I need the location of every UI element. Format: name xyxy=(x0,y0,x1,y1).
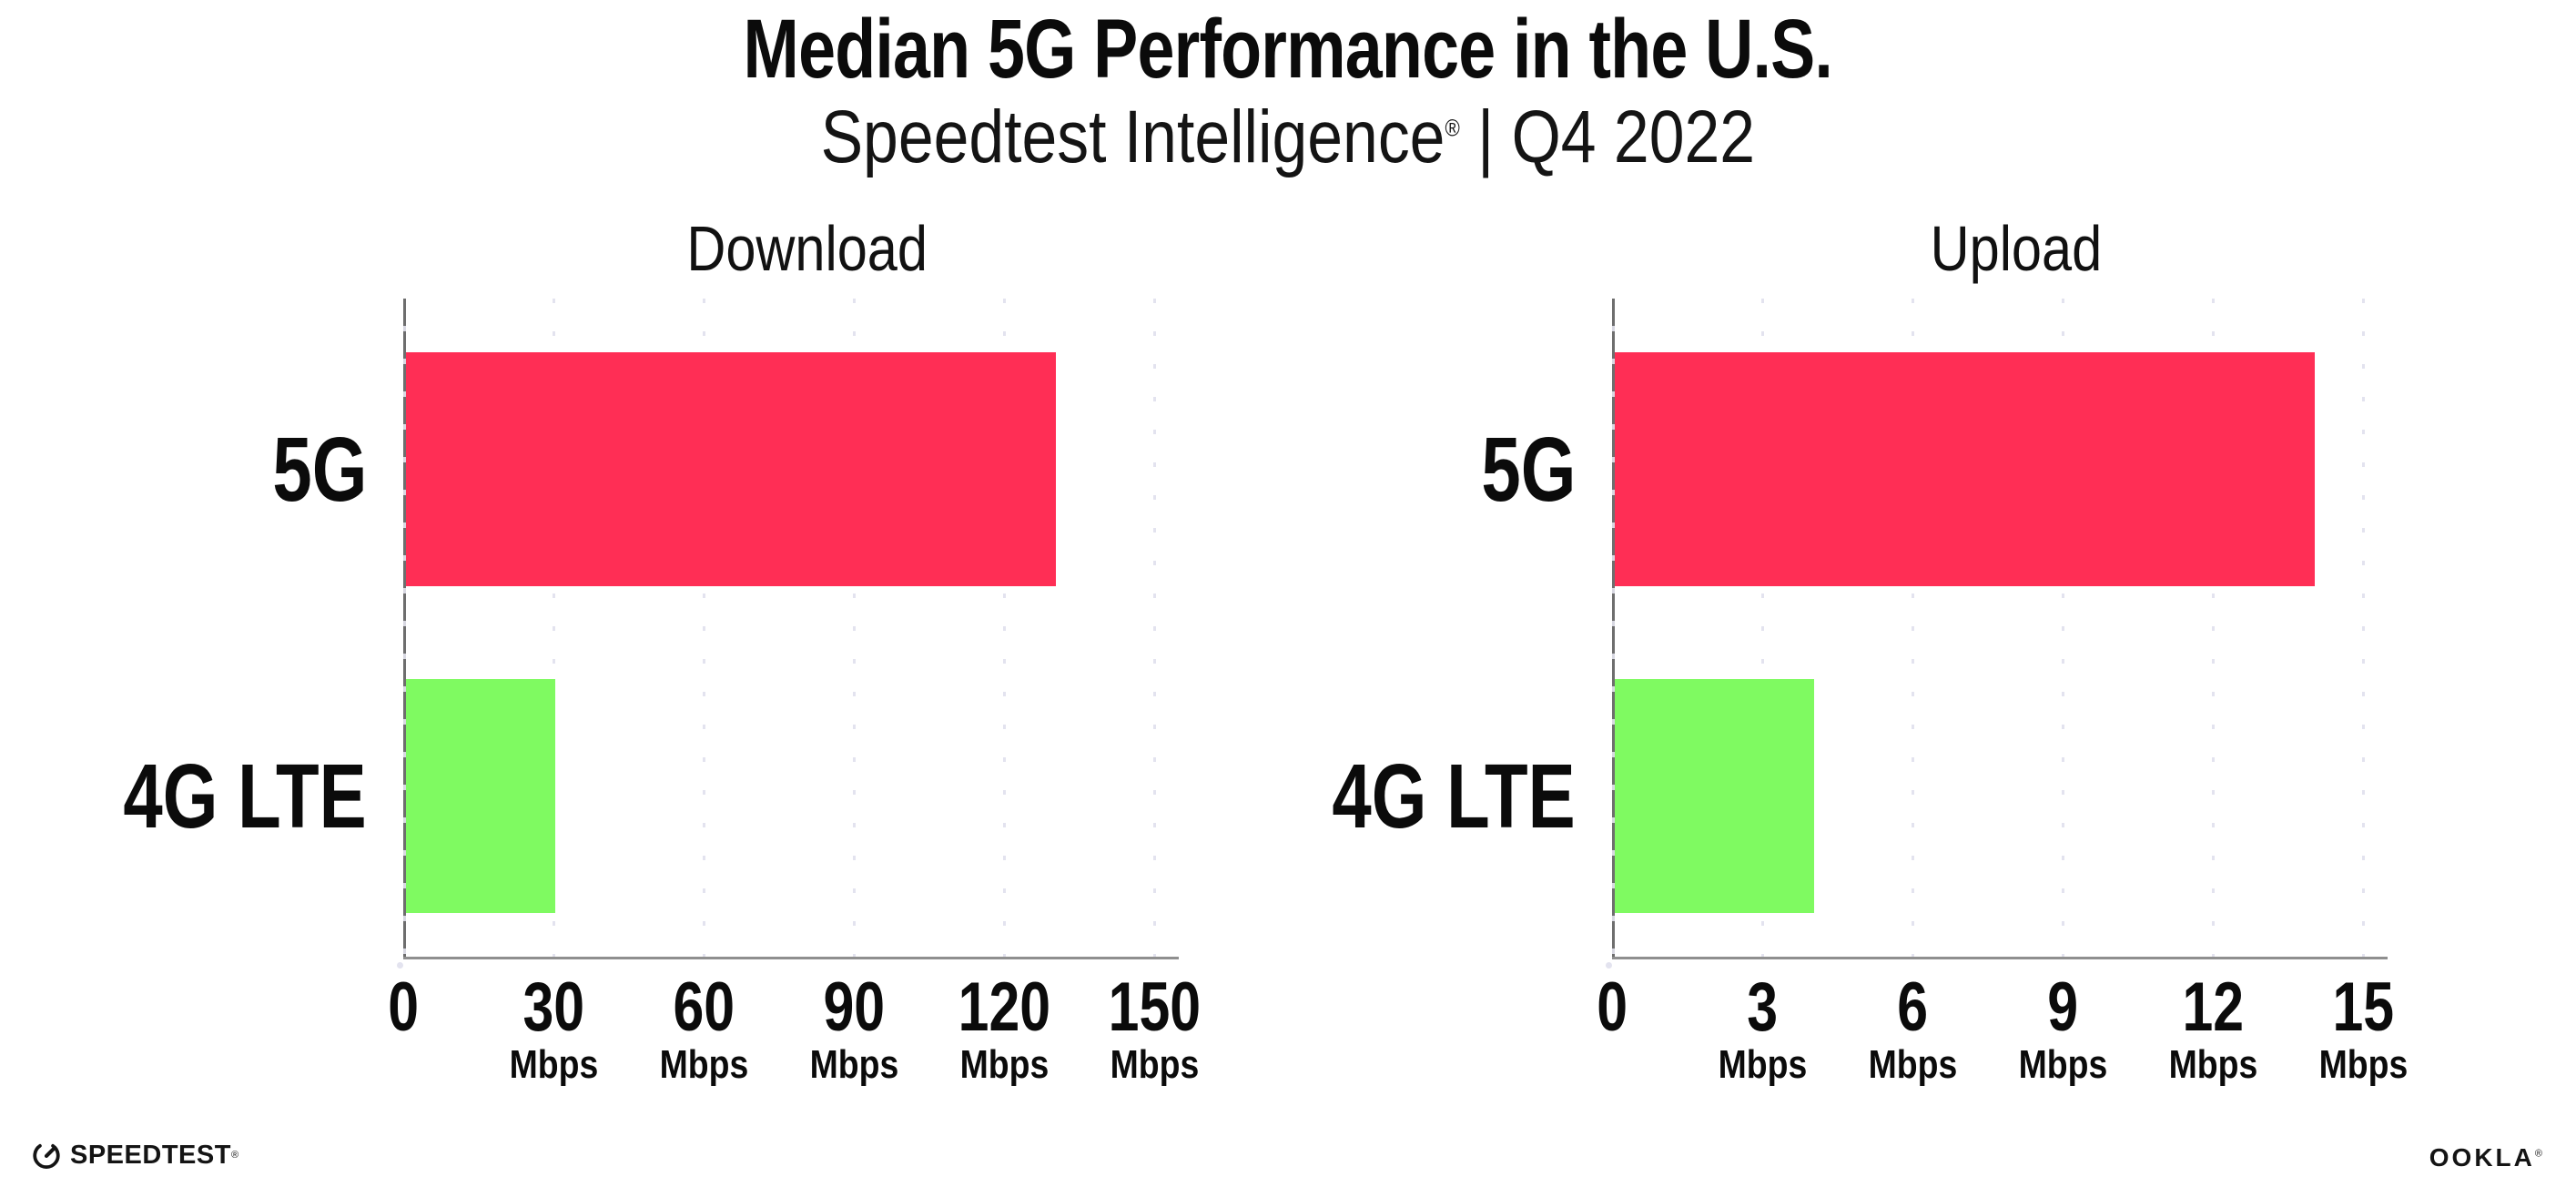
category-label-text: 5G xyxy=(271,418,367,521)
tick-unit-download-30: Mbps xyxy=(444,1045,663,1085)
tick-label-upload-15: 15 xyxy=(2254,973,2472,1042)
category-label-text: 4G LTE xyxy=(1332,745,1576,847)
tick-unit-text: Mbps xyxy=(659,1042,748,1087)
bar-5g-upload xyxy=(1614,352,2315,586)
category-label-4g-lte: 4G LTE xyxy=(1248,737,1576,856)
tick-label-download-120: 120 xyxy=(895,973,1113,1042)
speedtest-logo: SPEEDTEST ® xyxy=(31,1140,238,1171)
ookla-wordmark: OOKLA xyxy=(2429,1143,2535,1172)
tick-label-upload-9: 9 xyxy=(1953,973,2172,1042)
tick-value: 12 xyxy=(2182,969,2244,1046)
tick-unit-text: Mbps xyxy=(1868,1042,1957,1087)
speedtest-wordmark: SPEEDTEST xyxy=(70,1140,231,1170)
gridline-90 xyxy=(853,299,856,968)
y-axis xyxy=(403,299,406,959)
speedtest-gauge-icon xyxy=(33,1143,60,1170)
tick-unit-upload-9: Mbps xyxy=(1953,1045,2172,1085)
tick-value: 60 xyxy=(673,969,735,1046)
gridline-6 xyxy=(1912,299,1914,968)
chart-title-text: Download xyxy=(686,213,928,284)
subtitle-brand: Speedtest Intelligence xyxy=(820,96,1445,178)
tick-label-download-30: 30 xyxy=(444,973,663,1042)
gridline-150 xyxy=(1153,299,1156,968)
origin-tick-dot xyxy=(1606,962,1612,969)
tick-label-upload-0: 0 xyxy=(1503,973,1721,1042)
y-axis-minor-ticks xyxy=(403,299,406,959)
tick-value: 3 xyxy=(1747,969,1778,1046)
x-axis xyxy=(1612,957,2388,959)
gridline-30 xyxy=(553,299,555,968)
tick-value: 90 xyxy=(823,969,885,1046)
category-label-5g: 5G xyxy=(1248,411,1576,529)
page-subtitle-row: Speedtest Intelligence® | Q4 2022 xyxy=(0,96,2576,178)
chart-title-upload: Upload xyxy=(1628,217,2404,280)
x-axis xyxy=(403,957,1179,959)
tick-label-download-0: 0 xyxy=(294,973,512,1042)
tick-unit-download-60: Mbps xyxy=(594,1045,813,1085)
ookla-logo: OOKLA® xyxy=(2429,1143,2545,1172)
tick-label-download-60: 60 xyxy=(594,973,813,1042)
gridline-60 xyxy=(703,299,705,968)
tick-unit-text: Mbps xyxy=(2318,1042,2408,1087)
category-label-5g: 5G xyxy=(39,411,367,529)
tick-unit-download-90: Mbps xyxy=(745,1045,963,1085)
category-label-text: 5G xyxy=(1480,418,1576,521)
tick-label-upload-12: 12 xyxy=(2104,973,2322,1042)
tick-unit-upload-12: Mbps xyxy=(2104,1045,2322,1085)
gridline-15 xyxy=(2362,299,2365,968)
tick-label-upload-3: 3 xyxy=(1653,973,1871,1042)
tick-unit-upload-6: Mbps xyxy=(1803,1045,2022,1085)
tick-value: 6 xyxy=(1897,969,1928,1046)
tick-unit-text: Mbps xyxy=(1110,1042,1199,1087)
tick-unit-upload-15: Mbps xyxy=(2254,1045,2472,1085)
tick-value: 150 xyxy=(1108,969,1201,1046)
tick-label-upload-6: 6 xyxy=(1803,973,2022,1042)
tick-value: 30 xyxy=(522,969,584,1046)
tick-unit-upload-3: Mbps xyxy=(1653,1045,1871,1085)
tick-unit-text: Mbps xyxy=(509,1042,598,1087)
registered-mark: ® xyxy=(2534,1148,2545,1160)
subtitle-period: | Q4 2022 xyxy=(1459,96,1756,178)
tick-label-download-90: 90 xyxy=(745,973,963,1042)
page-title-row: Median 5G Performance in the U.S. xyxy=(0,5,2576,94)
bar-4g-lte-upload xyxy=(1614,679,1814,913)
gridline-9 xyxy=(2062,299,2064,968)
category-label-text: 4G LTE xyxy=(123,745,367,847)
tick-value: 0 xyxy=(388,969,419,1046)
tick-value: 120 xyxy=(958,969,1050,1046)
download-plot-area xyxy=(397,299,1179,969)
tick-unit-text: Mbps xyxy=(959,1042,1049,1087)
bar-5g-download xyxy=(405,352,1056,586)
tick-value: 15 xyxy=(2332,969,2394,1046)
gridline-3 xyxy=(1761,299,1764,968)
chart-title-download: Download xyxy=(420,217,1195,280)
bar-4g-lte-download xyxy=(405,679,555,913)
y-axis-minor-ticks xyxy=(1612,299,1615,959)
tick-unit-download-150: Mbps xyxy=(1045,1045,1263,1085)
tick-unit-text: Mbps xyxy=(1718,1042,1807,1087)
page-subtitle: Speedtest Intelligence® | Q4 2022 xyxy=(820,96,1756,178)
category-label-4g-lte: 4G LTE xyxy=(39,737,367,856)
tick-unit-text: Mbps xyxy=(2018,1042,2107,1087)
gridline-120 xyxy=(1003,299,1006,968)
tick-value: 9 xyxy=(2047,969,2078,1046)
origin-tick-dot xyxy=(397,962,403,969)
page-title: Median 5G Performance in the U.S. xyxy=(743,3,1833,96)
tick-unit-download-120: Mbps xyxy=(895,1045,1113,1085)
registered-mark: ® xyxy=(1445,114,1460,142)
y-axis xyxy=(1612,299,1615,959)
tick-value: 0 xyxy=(1597,969,1628,1046)
tick-unit-text: Mbps xyxy=(809,1042,898,1087)
upload-plot-area xyxy=(1606,299,2388,969)
gridline-12 xyxy=(2212,299,2215,968)
tick-unit-text: Mbps xyxy=(2168,1042,2257,1087)
tick-label-download-150: 150 xyxy=(1045,973,1263,1042)
chart-title-text: Upload xyxy=(1930,213,2103,284)
